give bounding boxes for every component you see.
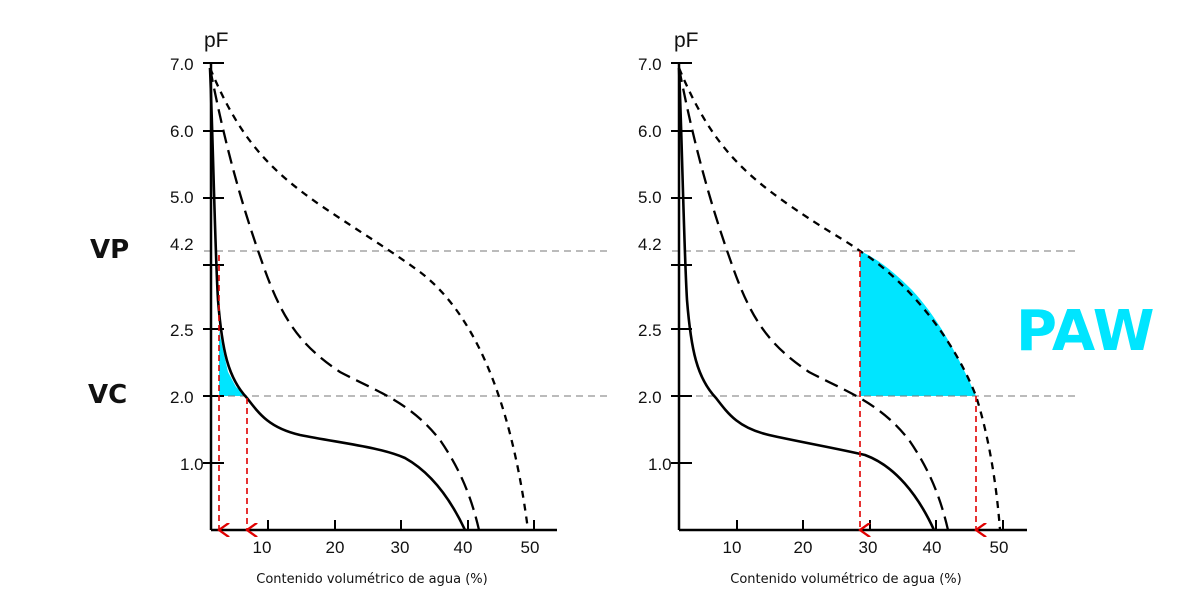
- right-y-tick-label: 5.0: [638, 188, 662, 207]
- left-y-tick-label: 5.0: [170, 188, 194, 207]
- right-x-tick-labels: 10 20 30 40 50: [723, 538, 1009, 557]
- vc-label: VC: [88, 380, 127, 410]
- left-y-tick-label: 2.0: [170, 388, 194, 407]
- left-x-tick-label: 10: [253, 538, 272, 557]
- left-long-dash-curve: [208, 67, 481, 531]
- right-x-tick-label: 50: [990, 538, 1009, 557]
- left-x-tick-label: 40: [454, 538, 473, 557]
- right-y-tick-labels: 7.0 6.0 5.0 4.2 2.5 2.0 1.0: [638, 55, 672, 474]
- paw-label: PAW: [1016, 299, 1155, 364]
- right-y-tick-label: 1.0: [648, 455, 672, 474]
- left-chart: pF VP VC 7.0 6.0 5.0 4.2 2.5 2.0 1.0 10 …: [88, 29, 610, 587]
- right-x-tick-label: 10: [723, 538, 742, 557]
- left-x-ticks: [267, 520, 535, 530]
- left-x-tick-labels: 10 20 30 40 50: [253, 538, 540, 557]
- left-y-tick-label: 2.5: [170, 321, 194, 340]
- left-y-tick-label: 7.0: [170, 55, 194, 74]
- left-x-tick-label: 30: [391, 538, 410, 557]
- right-chart: pF 7.0 6.0 5.0 4.2 2.5 2.0 1.0 10 20 30 …: [638, 29, 1155, 587]
- vp-label: VP: [90, 235, 129, 265]
- right-axes: [671, 62, 1027, 532]
- right-x-ticks: [736, 520, 1004, 530]
- left-y-tick-label: 6.0: [170, 122, 194, 141]
- right-x-tick-label: 40: [923, 538, 942, 557]
- left-x-tick-label: 50: [521, 538, 540, 557]
- right-short-dash-curve: [677, 67, 1002, 531]
- left-y-axis-title: pF: [204, 29, 229, 52]
- left-short-dash-curve: [208, 67, 530, 531]
- left-y-tick-label: 4.2: [170, 235, 194, 254]
- right-x-tick-label: 20: [794, 538, 813, 557]
- right-solid-curve: [677, 67, 936, 531]
- right-y-tick-label: 4.2: [638, 235, 662, 254]
- right-y-ticks: [671, 62, 692, 464]
- left-y-tick-label: 1.0: [180, 455, 204, 474]
- paw-highlight-area: [860, 251, 976, 396]
- left-highlight-area: [219, 330, 247, 396]
- right-y-tick-label: 7.0: [638, 55, 662, 74]
- left-y-tick-labels: 7.0 6.0 5.0 4.2 2.5 2.0 1.0: [170, 55, 204, 474]
- left-axes: [203, 62, 557, 532]
- left-x-axis-title: Contenido volumétrico de agua (%): [256, 572, 487, 587]
- left-solid-curve: [208, 67, 467, 531]
- right-x-axis-title: Contenido volumétrico de agua (%): [730, 572, 961, 587]
- right-long-dash-curve: [677, 67, 950, 531]
- right-y-tick-label: 2.0: [638, 388, 662, 407]
- right-y-tick-label: 6.0: [638, 122, 662, 141]
- right-y-axis-title: pF: [674, 29, 699, 52]
- right-y-tick-label: 2.5: [638, 321, 662, 340]
- left-x-tick-label: 20: [326, 538, 345, 557]
- right-x-tick-label: 30: [859, 538, 878, 557]
